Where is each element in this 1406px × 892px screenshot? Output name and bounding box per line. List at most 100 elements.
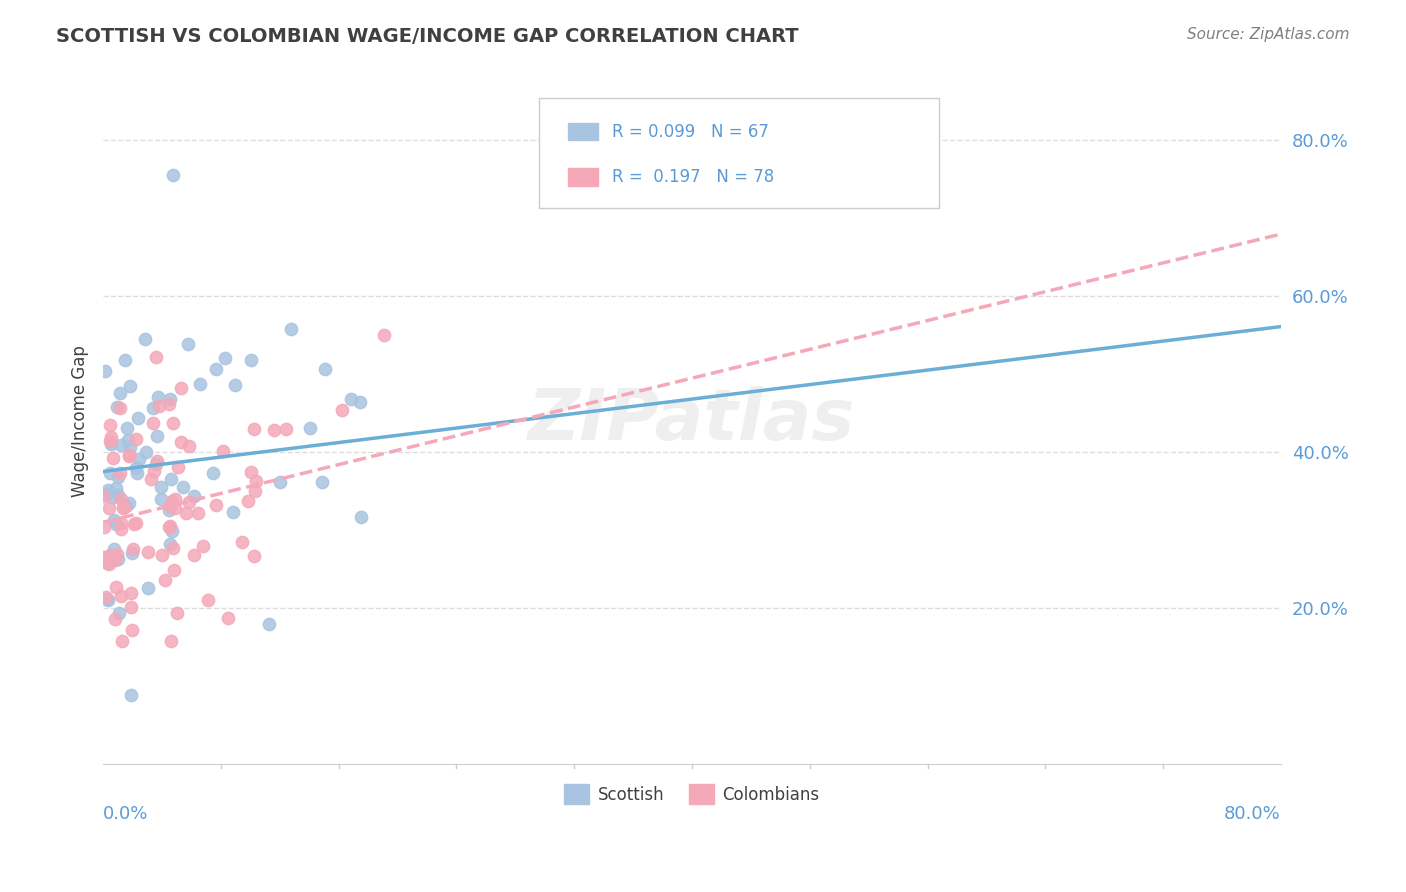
Scottish bbox=[142, 401, 165, 416]
Scottish bbox=[115, 499, 138, 513]
Scottish bbox=[177, 337, 200, 351]
Colombians bbox=[120, 586, 142, 600]
Colombians bbox=[122, 541, 145, 556]
Text: R = 0.099   N = 67: R = 0.099 N = 67 bbox=[612, 123, 769, 141]
Colombians bbox=[125, 432, 148, 446]
Colombians bbox=[93, 549, 115, 564]
Colombians bbox=[160, 494, 183, 508]
Colombians bbox=[373, 328, 395, 343]
Colombians bbox=[204, 498, 226, 512]
Scottish bbox=[114, 353, 136, 368]
Scottish bbox=[350, 510, 373, 524]
Scottish bbox=[188, 376, 211, 391]
Colombians bbox=[211, 444, 233, 458]
Scottish bbox=[150, 491, 173, 506]
Scottish bbox=[108, 606, 131, 620]
Colombians bbox=[120, 599, 142, 614]
Colombians bbox=[111, 501, 134, 516]
Colombians bbox=[121, 624, 143, 638]
Colombians bbox=[93, 489, 115, 503]
Colombians bbox=[179, 439, 201, 453]
Scottish bbox=[125, 466, 148, 480]
Scottish bbox=[104, 516, 127, 531]
Colombians bbox=[104, 612, 127, 626]
Scottish bbox=[121, 546, 143, 560]
Scottish bbox=[349, 394, 371, 409]
Scottish bbox=[136, 581, 159, 595]
Scottish bbox=[120, 689, 142, 703]
Scottish bbox=[107, 469, 129, 483]
Scottish bbox=[118, 440, 141, 454]
Scottish bbox=[298, 421, 321, 435]
Scottish bbox=[280, 322, 302, 336]
Scottish bbox=[103, 542, 125, 557]
Colombians bbox=[167, 459, 190, 474]
Colombians bbox=[148, 399, 170, 413]
FancyBboxPatch shape bbox=[568, 169, 598, 186]
Scottish bbox=[101, 490, 124, 504]
Scottish bbox=[96, 592, 118, 607]
Scottish bbox=[201, 466, 224, 480]
Colombians bbox=[165, 500, 187, 515]
Colombians bbox=[170, 381, 193, 395]
Colombians bbox=[236, 494, 259, 508]
Colombians bbox=[110, 516, 132, 530]
Colombians bbox=[243, 484, 266, 499]
Text: 80.0%: 80.0% bbox=[1225, 805, 1281, 823]
Scottish bbox=[257, 617, 280, 632]
Colombians bbox=[187, 506, 209, 520]
Scottish bbox=[160, 524, 183, 538]
Scottish bbox=[117, 496, 139, 510]
Colombians bbox=[100, 430, 122, 444]
Colombians bbox=[94, 590, 117, 604]
Colombians bbox=[118, 449, 141, 463]
Colombians bbox=[183, 548, 205, 562]
Scottish bbox=[107, 552, 129, 566]
Legend: Scottish, Colombians: Scottish, Colombians bbox=[558, 777, 827, 811]
Colombians bbox=[245, 474, 267, 488]
Colombians bbox=[163, 491, 186, 506]
Colombians bbox=[139, 472, 162, 486]
Colombians bbox=[274, 422, 297, 436]
Text: SCOTTISH VS COLOMBIAN WAGE/INCOME GAP CORRELATION CHART: SCOTTISH VS COLOMBIAN WAGE/INCOME GAP CO… bbox=[56, 27, 799, 45]
Scottish bbox=[214, 351, 236, 365]
Colombians bbox=[162, 541, 184, 555]
Colombians bbox=[162, 416, 184, 430]
Colombians bbox=[104, 553, 127, 567]
Scottish bbox=[146, 429, 169, 443]
Scottish bbox=[98, 466, 121, 480]
Colombians bbox=[143, 464, 166, 478]
Text: Source: ZipAtlas.com: Source: ZipAtlas.com bbox=[1187, 27, 1350, 42]
Scottish bbox=[172, 480, 194, 494]
Colombians bbox=[150, 548, 173, 562]
Colombians bbox=[93, 520, 115, 534]
Colombians bbox=[108, 401, 131, 416]
Colombians bbox=[124, 516, 146, 530]
Colombians bbox=[145, 350, 167, 364]
Scottish bbox=[118, 378, 141, 392]
Colombians bbox=[98, 557, 121, 571]
Colombians bbox=[239, 465, 262, 479]
Colombians bbox=[110, 589, 132, 603]
Scottish bbox=[97, 483, 120, 497]
Colombians bbox=[177, 494, 200, 508]
Scottish bbox=[100, 437, 122, 451]
Scottish bbox=[128, 451, 150, 466]
Scottish bbox=[93, 364, 115, 378]
Scottish bbox=[107, 488, 129, 502]
Colombians bbox=[146, 454, 169, 468]
Scottish bbox=[104, 481, 127, 495]
Colombians bbox=[118, 449, 141, 463]
Colombians bbox=[110, 492, 132, 507]
Scottish bbox=[311, 475, 333, 489]
Colombians bbox=[160, 633, 183, 648]
Scottish bbox=[124, 460, 146, 475]
Scottish bbox=[240, 352, 263, 367]
Scottish bbox=[146, 390, 169, 404]
Scottish bbox=[103, 513, 125, 527]
Scottish bbox=[205, 362, 228, 376]
Scottish bbox=[135, 444, 157, 458]
Scottish bbox=[157, 502, 180, 516]
Colombians bbox=[332, 403, 354, 417]
Scottish bbox=[162, 169, 184, 183]
